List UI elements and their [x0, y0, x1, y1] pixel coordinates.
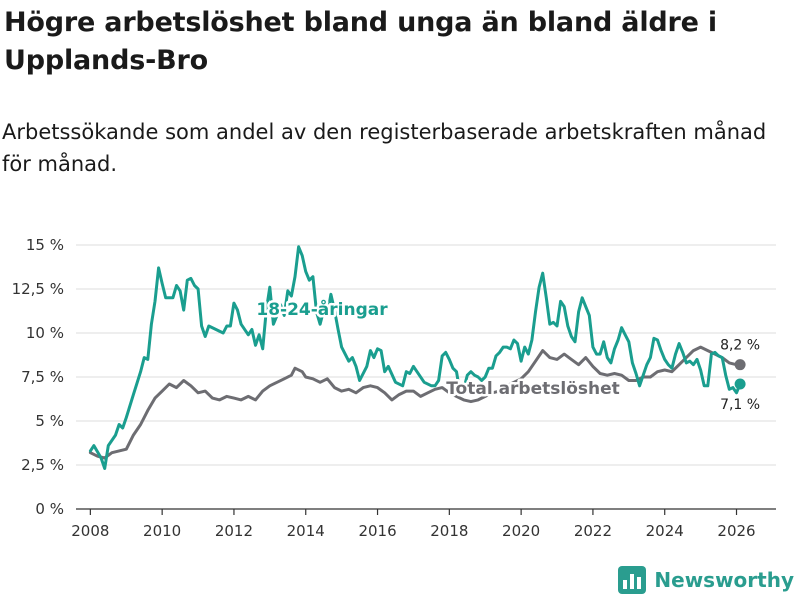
- end-markers: [734, 359, 746, 390]
- end-marker-total: [734, 359, 746, 371]
- y-tick-label: 7,5 %: [21, 368, 64, 386]
- chart-title: Högre arbetslöshet bland unga än bland ä…: [4, 7, 717, 76]
- end-label-youth: 7,1 %: [720, 397, 760, 413]
- x-tick-label: 2024: [646, 522, 684, 540]
- x-tick-label: 2008: [71, 522, 109, 540]
- y-tick-label: 2,5 %: [21, 456, 64, 474]
- y-tick-label: 15 %: [26, 236, 64, 254]
- grid-lines: [76, 244, 776, 466]
- x-tick-label: 2016: [358, 522, 396, 540]
- x-tick-label: 2022: [574, 522, 612, 540]
- series-lines: [88, 245, 742, 470]
- x-tick-label: 2010: [143, 522, 181, 540]
- bar-chart-logo-icon: [618, 566, 647, 594]
- y-axis-ticks: 0 % 2,5 % 5 % 7,5 % 10 % 12,5 % 15 %: [12, 236, 64, 518]
- end-label-total: 8,2 %: [720, 338, 760, 354]
- x-tick-label: 2014: [287, 522, 325, 540]
- chart-subtitle: Arbetssökande som andel av den registerb…: [2, 120, 767, 176]
- y-tick-label: 10 %: [26, 324, 64, 342]
- series-line-total: [88, 345, 742, 460]
- brand-logo: Newsworthy: [618, 566, 794, 594]
- x-axis: 2008 2010 2012 2014 2016 2018 2020 2022 2024 2026: [71, 508, 776, 540]
- x-tick-label: 2018: [430, 522, 468, 540]
- series-label-youth: 18-24-åringar: [256, 298, 388, 320]
- x-tick-label: 2020: [502, 522, 540, 540]
- x-tick-label: 2026: [717, 522, 755, 540]
- series-line-youth: [88, 245, 742, 470]
- brand-name: Newsworthy: [654, 568, 794, 592]
- y-tick-label: 0 %: [35, 500, 64, 518]
- y-tick-label: 5 %: [35, 412, 64, 430]
- series-label-total: Total arbetslöshet: [446, 379, 620, 399]
- y-tick-label: 12,5 %: [12, 280, 64, 298]
- series-labels: 8,2 % 7,1 % 18-24-åringar Total arbetslöshe…: [254, 296, 760, 414]
- x-tick-label: 2012: [215, 522, 253, 540]
- end-marker-youth: [734, 378, 746, 390]
